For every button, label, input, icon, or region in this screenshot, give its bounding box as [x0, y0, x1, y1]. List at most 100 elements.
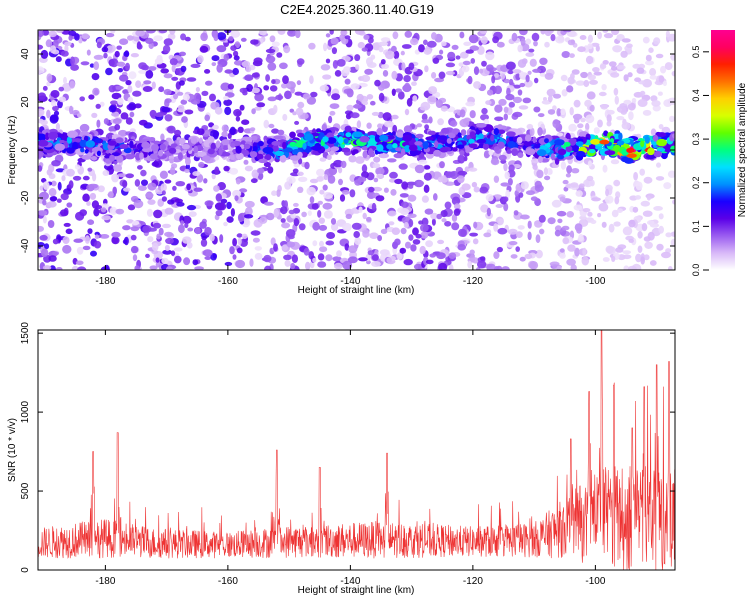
heatmap-cell — [108, 105, 117, 113]
heatmap-cell — [295, 107, 304, 116]
heatmap-cell — [291, 254, 298, 263]
heatmap-cell — [603, 130, 609, 137]
heatmap-cell — [453, 203, 461, 210]
heatmap-cell — [249, 151, 258, 158]
heatmap-cell — [297, 101, 305, 109]
heatmap-cell — [290, 262, 296, 270]
heatmap-cell — [332, 256, 342, 262]
heatmap-cell — [392, 31, 399, 40]
heatmap-cell — [424, 124, 429, 130]
colorbar-tick-label: 0.3 — [691, 133, 701, 146]
heatmap-cell — [517, 44, 523, 53]
heatmap-cell — [161, 106, 171, 113]
heatmap-cell — [186, 204, 197, 211]
heatmap-cell — [616, 208, 624, 214]
heatmap-cell — [537, 127, 543, 136]
heatmap-cell — [232, 189, 242, 198]
heatmap-cell — [93, 54, 104, 60]
heatmap-cell — [463, 41, 472, 46]
heatmap-cell — [626, 153, 637, 159]
heatmap-cell — [532, 164, 538, 170]
heatmap-cell — [46, 169, 53, 176]
heatmap-cell — [281, 244, 289, 251]
heatmap-cell — [477, 45, 485, 55]
heatmap-cell — [226, 216, 234, 223]
heatmap-cell — [244, 74, 254, 81]
heatmap-cell — [448, 252, 457, 259]
heatmap-cell — [615, 247, 624, 253]
y-tick-label: 1500 — [20, 322, 31, 345]
heatmap-cell — [597, 213, 602, 218]
heatmap-cell — [640, 140, 645, 147]
heatmap-cell — [172, 185, 177, 191]
heatmap-cell — [517, 152, 524, 159]
heatmap-cell — [441, 127, 450, 134]
heatmap-cell — [587, 211, 593, 217]
heatmap-cell — [351, 222, 362, 230]
heatmap-cell — [552, 119, 560, 129]
heatmap-cell — [381, 63, 390, 70]
heatmap-cell — [378, 92, 385, 102]
heatmap-cell — [656, 162, 661, 168]
heatmap-cell — [38, 210, 48, 216]
heatmap-cell — [374, 79, 381, 87]
heatmap-cell — [307, 210, 312, 216]
heatmap-cell — [479, 186, 489, 194]
heatmap-cell — [289, 141, 297, 147]
heatmap-cell — [425, 136, 434, 141]
heatmap-cell — [381, 140, 388, 148]
heatmap-cell — [653, 150, 662, 158]
heatmap-cell — [329, 110, 336, 116]
heatmap-cell — [280, 218, 286, 223]
heatmap-cell — [576, 227, 582, 234]
heatmap-panel: -180 -160 -140 -120 -100 -40 -20 0 20 40 Height … — [7, 29, 748, 296]
heatmap-cell — [651, 129, 657, 135]
heatmap-cell — [562, 237, 570, 245]
heatmap-cell — [670, 145, 675, 153]
heatmap-cell — [273, 243, 278, 252]
heatmap-cell — [504, 171, 510, 180]
heatmap-cell — [352, 149, 359, 154]
heatmap-cell — [408, 184, 414, 189]
heatmap-cell — [448, 264, 454, 270]
heatmap-cell — [265, 48, 276, 54]
heatmap-cell — [109, 206, 118, 215]
heatmap-cell — [458, 228, 467, 237]
colorbar-tick-label: 0.0 — [691, 264, 701, 277]
heatmap-cell — [608, 61, 617, 67]
heatmap-cell — [84, 235, 90, 244]
heatmap-cell — [634, 77, 642, 82]
heatmap-cell — [658, 213, 664, 220]
heatmap-cell — [367, 250, 374, 256]
heatmap-cell — [641, 223, 648, 232]
heatmap-cell — [429, 253, 437, 258]
heatmap-cell — [497, 227, 508, 235]
heatmap-cell — [223, 99, 233, 106]
heatmap-cell — [354, 237, 362, 246]
heatmap-cell — [553, 93, 561, 99]
heatmap-cell — [235, 116, 241, 122]
heatmap-cell — [265, 74, 270, 82]
heatmap-cell — [129, 128, 136, 133]
heatmap-cell — [394, 178, 403, 185]
heatmap-cell — [587, 74, 596, 81]
heatmap-cell — [591, 197, 601, 202]
heatmap-cell — [340, 160, 347, 169]
heatmap-cell — [557, 148, 567, 156]
heatmap-cell — [348, 155, 357, 163]
heatmap-cell — [566, 85, 574, 93]
heatmap-cell — [209, 93, 216, 102]
heatmap-cell — [579, 215, 587, 220]
heatmap-cell — [391, 70, 398, 80]
heatmap-cell — [636, 67, 645, 74]
heatmap-cell — [167, 199, 175, 205]
heatmap-cell — [366, 260, 371, 265]
heatmap-cell — [423, 48, 432, 55]
heatmap-cell — [416, 180, 425, 186]
heatmap-cell — [322, 202, 333, 210]
heatmap-cell — [177, 152, 183, 161]
heatmap-cell — [566, 165, 572, 174]
heatmap-cell — [448, 132, 456, 139]
heatmap-cell — [96, 150, 102, 156]
heatmap-cell — [184, 36, 191, 42]
